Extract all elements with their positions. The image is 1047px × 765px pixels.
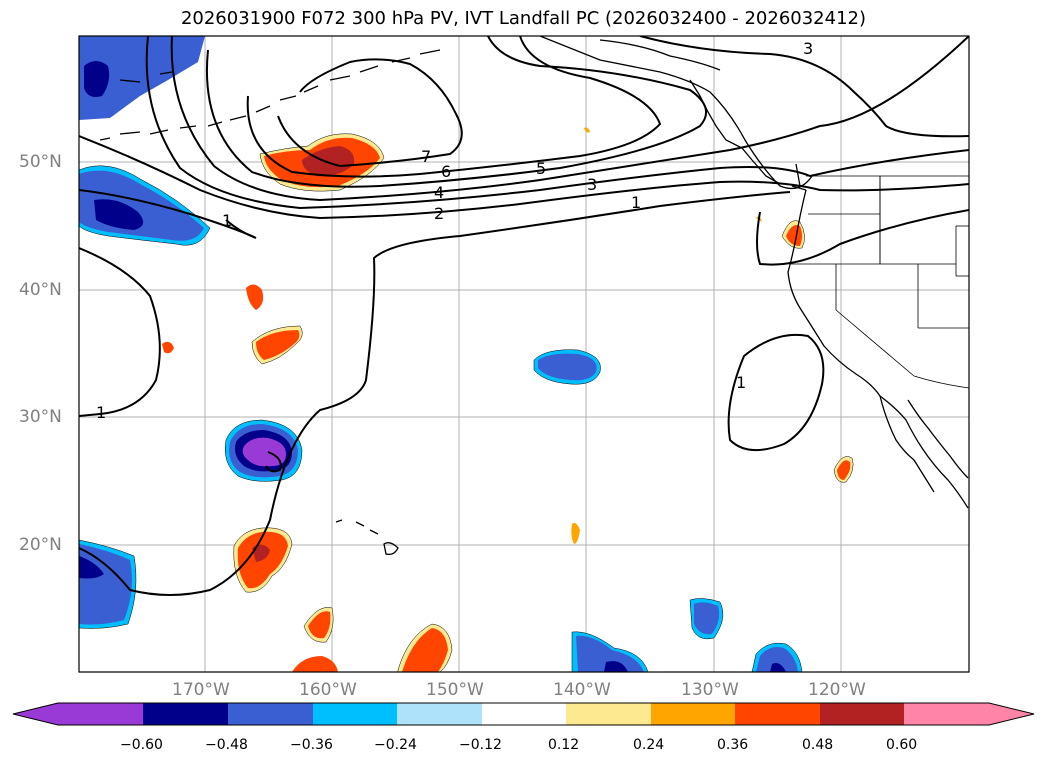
colorbar-extend-high [989,703,1034,725]
colorbar-tick: −0.48 [205,737,248,753]
lon-label-120w: 120°W [808,680,866,700]
colorbar-tick: 0.24 [633,737,665,753]
contour-label-5: 5 [536,159,546,178]
contour-label-1: 1 [631,193,641,212]
contour-label-2: 2 [434,204,444,223]
lon-label-150w: 150°W [426,680,484,700]
colorbar-tick: −0.24 [374,737,417,753]
contour-label-6: 6 [441,162,451,181]
lon-label-130w: 130°W [681,680,739,700]
map-title: 2026031900 F072 300 hPa PV, IVT Landfall… [180,8,867,29]
contour-label-7: 7 [421,147,431,166]
lat-label-50n: 50°N [19,152,62,172]
contour-labels: 7 6 5 4 3 2 1 3 1 1 1 [96,39,813,422]
colorbar-tick: 0.60 [886,737,918,753]
contour-label-1-low: 1 [96,403,106,422]
lon-label-170w: 170°W [172,680,230,700]
lat-label-20n: 20°N [19,535,62,555]
contour-label-4: 4 [434,183,444,202]
colorbar-tick: −0.36 [290,737,333,753]
state-borders [790,175,969,389]
contour-label-1-east: 1 [736,373,746,392]
colorbar [12,702,1035,726]
lon-label-140w: 140°W [553,680,611,700]
colorbar-extend-low [13,703,58,725]
lat-label-40n: 40°N [19,280,62,300]
lat-label-30n: 30°N [19,407,62,427]
contour-label-1-left: 1 [222,211,232,230]
map-frame [78,35,970,673]
map-background [79,36,969,672]
contour-label-3: 3 [587,175,597,194]
colorbar-tick: 0.36 [717,737,749,753]
colorbar-tick: 0.48 [802,737,834,753]
pv-negative-patches [79,36,803,672]
colorbar-tick: −0.60 [120,737,163,753]
ivt-contours [79,36,969,596]
contour-label-3-top: 3 [803,39,813,58]
colorbar-tick: 0.12 [548,737,580,753]
lon-label-160w: 160°W [299,680,357,700]
colorbar-tick: −0.12 [459,737,502,753]
